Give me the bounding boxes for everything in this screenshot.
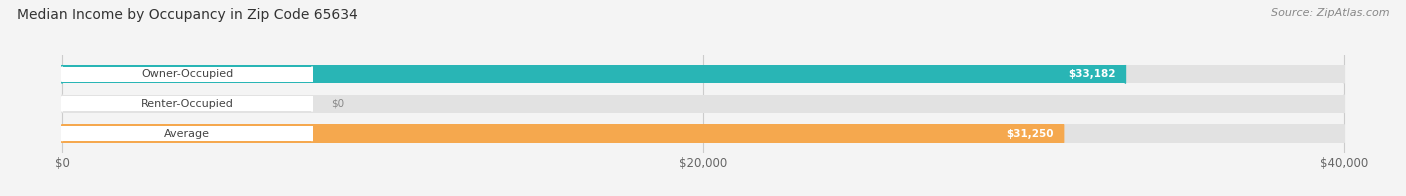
Text: Source: ZipAtlas.com: Source: ZipAtlas.com — [1271, 8, 1389, 18]
Bar — [62, 96, 312, 112]
Bar — [62, 65, 1344, 83]
Text: Owner-Occupied: Owner-Occupied — [141, 69, 233, 79]
Text: Average: Average — [165, 129, 209, 139]
Text: Renter-Occupied: Renter-Occupied — [141, 99, 233, 109]
Bar — [62, 126, 312, 141]
Bar — [62, 65, 1125, 83]
Text: Median Income by Occupancy in Zip Code 65634: Median Income by Occupancy in Zip Code 6… — [17, 8, 357, 22]
Bar — [62, 95, 1344, 113]
Bar — [62, 67, 312, 82]
Text: $31,250: $31,250 — [1007, 129, 1054, 139]
Bar — [62, 124, 1063, 143]
Text: $33,182: $33,182 — [1069, 69, 1116, 79]
Bar — [62, 124, 1344, 143]
Text: $0: $0 — [332, 99, 344, 109]
